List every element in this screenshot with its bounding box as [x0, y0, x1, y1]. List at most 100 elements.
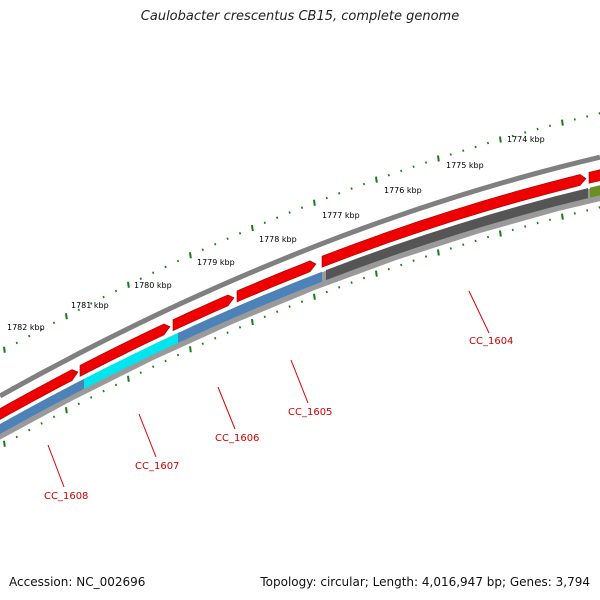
ruler-inner-tick [449, 247, 452, 250]
ruler-outer-tick [437, 155, 440, 162]
forward-cds-5[interactable] [321, 174, 587, 268]
ruler-outer-tick [511, 134, 514, 138]
ruler-inner-tick [65, 407, 68, 414]
reverse-strand-outline [0, 186, 600, 440]
kbp-label-1774: 1774 kbp [507, 135, 545, 144]
ruler-inner-tick [263, 315, 266, 319]
ruler-outer-tick [449, 153, 452, 156]
forward-strand [0, 162, 600, 426]
ruler-outer-tick [412, 165, 415, 168]
ruler-outer-tick [238, 232, 242, 235]
ruler-outer-tick [52, 321, 56, 325]
ruler-inner-tick [387, 267, 390, 271]
genome-backbone [0, 154, 600, 399]
ruler-inner-tick [524, 225, 527, 228]
reverse-strand [0, 176, 600, 440]
ruler-inner-tick [214, 336, 217, 340]
forward-cds-3[interactable] [172, 294, 235, 332]
gene-cc-1607[interactable] [84, 332, 178, 389]
ruler-outer-tick [65, 313, 68, 320]
ruler-inner-tick [338, 286, 341, 289]
forward-cds-2[interactable] [79, 323, 171, 377]
ruler-outer-tick [127, 281, 130, 288]
kbp-label-1775: 1775 kbp [446, 161, 484, 170]
gene-cc-1604[interactable] [326, 188, 588, 281]
ruler-inner-tick [400, 263, 403, 267]
ruler-outer-tick [586, 115, 589, 118]
ruler-inner-tick [176, 353, 180, 357]
ruler-inner-tick [288, 305, 291, 308]
genome-summary-text: Topology: circular; Length: 4,016,947 bp… [260, 575, 590, 589]
gene-labels: CC_1604 CC_1605 CC_1606 CC_1607 CC_1608 [44, 336, 513, 502]
ruler-outer-tick [28, 334, 31, 338]
ruler-outer-tick [499, 136, 502, 143]
gene-label-cc-1607[interactable]: CC_1607 [135, 461, 179, 472]
ruler-outer-tick [524, 131, 527, 134]
ruler-outer-tick [15, 341, 18, 345]
leader-cc-1608 [47, 444, 65, 488]
ruler-inner-tick [325, 290, 328, 294]
ruler-inner-tick [412, 259, 415, 262]
gene-label-cc-1606[interactable]: CC_1606 [215, 433, 259, 444]
kbp-label-1780: 1780 kbp [134, 281, 172, 290]
ruler-inner-tick [3, 440, 6, 447]
ruler-inner-tick [300, 300, 304, 303]
ruler-outer-tick [201, 248, 204, 251]
gene-label-cc-1608[interactable]: CC_1608 [44, 491, 88, 502]
ruler-outer-tick [300, 206, 304, 209]
ruler-inner-tick [486, 235, 490, 239]
ruler-inner-tick [77, 402, 80, 406]
leader-cc-1606 [217, 386, 236, 430]
ruler-outer-tick [486, 141, 490, 145]
ruler-outer-tick [288, 211, 291, 214]
ruler-inner-tick [164, 359, 167, 363]
ruler-outer-tick [276, 216, 279, 219]
ruler-outer-tick [251, 224, 254, 232]
ruler-inner-tick [474, 239, 477, 243]
forward-cds-4[interactable] [236, 260, 317, 303]
ruler-outer-tick [214, 242, 217, 246]
ruler-outer-tick [325, 196, 328, 200]
ruler-inner-tick [362, 276, 366, 280]
forward-cds-1[interactable] [0, 369, 79, 426]
ruler-outer-tick [400, 169, 403, 173]
ruler-inner-tick [313, 293, 316, 300]
forward-cds-6[interactable] [588, 162, 600, 184]
ruler-inner-tick [462, 243, 465, 246]
ruler-outer-tick [548, 124, 552, 128]
ruler-outer-tick [90, 302, 93, 305]
accession-text: Accession: NC_002696 [9, 575, 146, 589]
gene-olive-segment[interactable] [590, 176, 600, 198]
ruler-inner-tick [561, 213, 564, 220]
leader-cc-1607 [138, 413, 157, 458]
kbp-ruler-outer [3, 112, 600, 353]
gene-label-cc-1605[interactable]: CC_1605 [288, 407, 332, 418]
kbp-label-1779: 1779 kbp [197, 258, 235, 267]
ruler-outer-tick [226, 237, 229, 240]
ruler-outer-tick [189, 252, 192, 259]
ruler-inner-tick [114, 383, 118, 387]
ruler-outer-tick [102, 295, 105, 299]
gene-cc-1606[interactable] [178, 304, 242, 343]
ruler-outer-tick [338, 192, 341, 195]
kbp-label-1776: 1776 kbp [384, 186, 422, 195]
ruler-inner-tick [437, 249, 440, 256]
ruler-outer-tick [573, 118, 576, 121]
ruler-outer-tick [387, 173, 390, 177]
ruler-inner-tick [15, 435, 18, 439]
ruler-inner-tick [573, 212, 576, 215]
gene-cc-1605[interactable] [242, 271, 322, 315]
gene-label-cc-1604[interactable]: CC_1604 [469, 336, 513, 347]
ruler-outer-tick [152, 271, 155, 274]
ruler-inner-tick [40, 422, 43, 425]
ruler-inner-tick [251, 318, 254, 326]
ruler-inner-tick [226, 331, 229, 334]
ruler-outer-tick [561, 119, 564, 126]
gene-cc-1608[interactable] [0, 378, 84, 440]
kbp-label-1778: 1778 kbp [259, 235, 297, 244]
ruler-inner-tick [139, 371, 142, 374]
ruler-inner-tick [28, 428, 31, 432]
ruler-outer-tick [114, 289, 118, 293]
